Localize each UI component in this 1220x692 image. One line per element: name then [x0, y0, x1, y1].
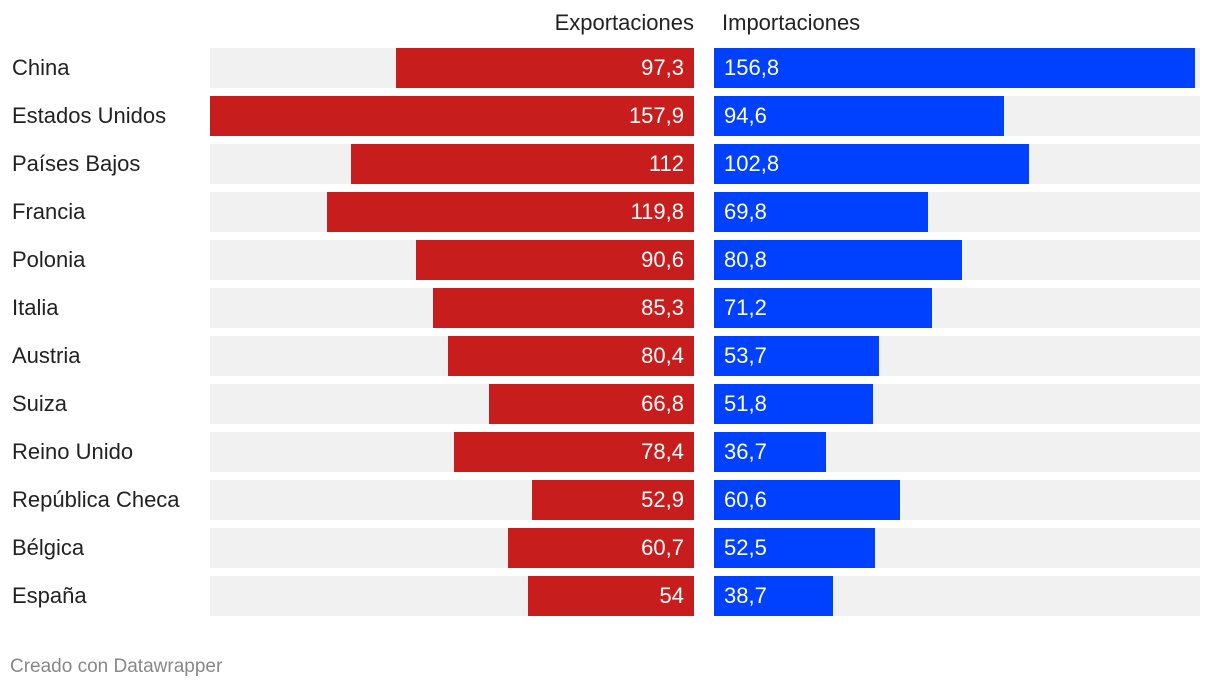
category-label: Italia [12, 295, 59, 320]
exports-value-label: 52,9 [641, 487, 684, 512]
exports-bar [531, 480, 694, 520]
imports-bar [714, 480, 900, 520]
imports-bar [714, 144, 1030, 184]
category-label: Estados Unidos [12, 103, 167, 128]
category-label: Austria [12, 343, 81, 368]
exports-bar [395, 48, 694, 88]
imports-value-label: 71,2 [724, 295, 767, 320]
exports-value-label: 97,3 [641, 55, 684, 80]
imports-value-label: 36,7 [724, 439, 767, 464]
category-label: Suiza [12, 391, 68, 416]
category-label: Reino Unido [12, 439, 134, 464]
exports-bar [447, 336, 694, 376]
imports-bar [714, 96, 1004, 136]
exports-bar [489, 384, 694, 424]
imports-value-label: 156,8 [724, 55, 780, 80]
imports-value-label: 80,8 [724, 247, 767, 272]
category-label: China [12, 55, 70, 80]
imports-value-label: 53,7 [724, 343, 767, 368]
exports-bar [210, 96, 694, 136]
imports-column-header: Importaciones [722, 10, 861, 35]
imports-bar [714, 432, 827, 472]
exports-value-label: 66,8 [641, 391, 684, 416]
exports-value-label: 85,3 [641, 295, 684, 320]
footer-credit: Creado con Datawrapper [10, 656, 223, 677]
category-label: Francia [12, 199, 86, 224]
exports-column-header: Exportaciones [554, 10, 694, 35]
imports-value-label: 69,8 [724, 199, 767, 224]
imports-bar [714, 192, 928, 232]
exports-bar [432, 288, 694, 328]
imports-bar [714, 288, 933, 328]
exports-value-label: 119,8 [630, 199, 684, 224]
imports-value-label: 38,7 [724, 583, 767, 608]
category-label: Bélgica [12, 535, 85, 560]
exports-bar [507, 528, 694, 568]
category-label: República Checa [12, 487, 180, 512]
imports-value-label: 60,6 [724, 487, 767, 512]
exports-value-label: 157,9 [628, 103, 684, 128]
exports-bar [350, 144, 694, 184]
exports-value-label: 78,4 [641, 439, 684, 464]
imports-bar [714, 48, 1195, 88]
exports-value-label: 90,6 [641, 247, 684, 272]
exports-bar [453, 432, 694, 472]
imports-bar [714, 576, 833, 616]
exports-bar [528, 576, 694, 616]
exports-bar [416, 240, 694, 280]
exports-value-label: 112 [648, 151, 684, 176]
imports-bar [714, 384, 873, 424]
category-label: Polonia [12, 247, 86, 272]
exports-bar [326, 192, 694, 232]
imports-bar [714, 336, 879, 376]
imports-bar [714, 528, 875, 568]
imports-value-label: 51,8 [724, 391, 767, 416]
exports-value-label: 54 [659, 583, 684, 608]
category-label: España [12, 583, 87, 608]
imports-value-label: 94,6 [724, 103, 767, 128]
exports-value-label: 80,4 [641, 343, 684, 368]
imports-value-label: 52,5 [724, 535, 767, 560]
category-label: Países Bajos [12, 151, 141, 176]
imports-value-label: 102,8 [724, 151, 780, 176]
imports-bar [714, 240, 962, 280]
exports-value-label: 60,7 [641, 535, 684, 560]
